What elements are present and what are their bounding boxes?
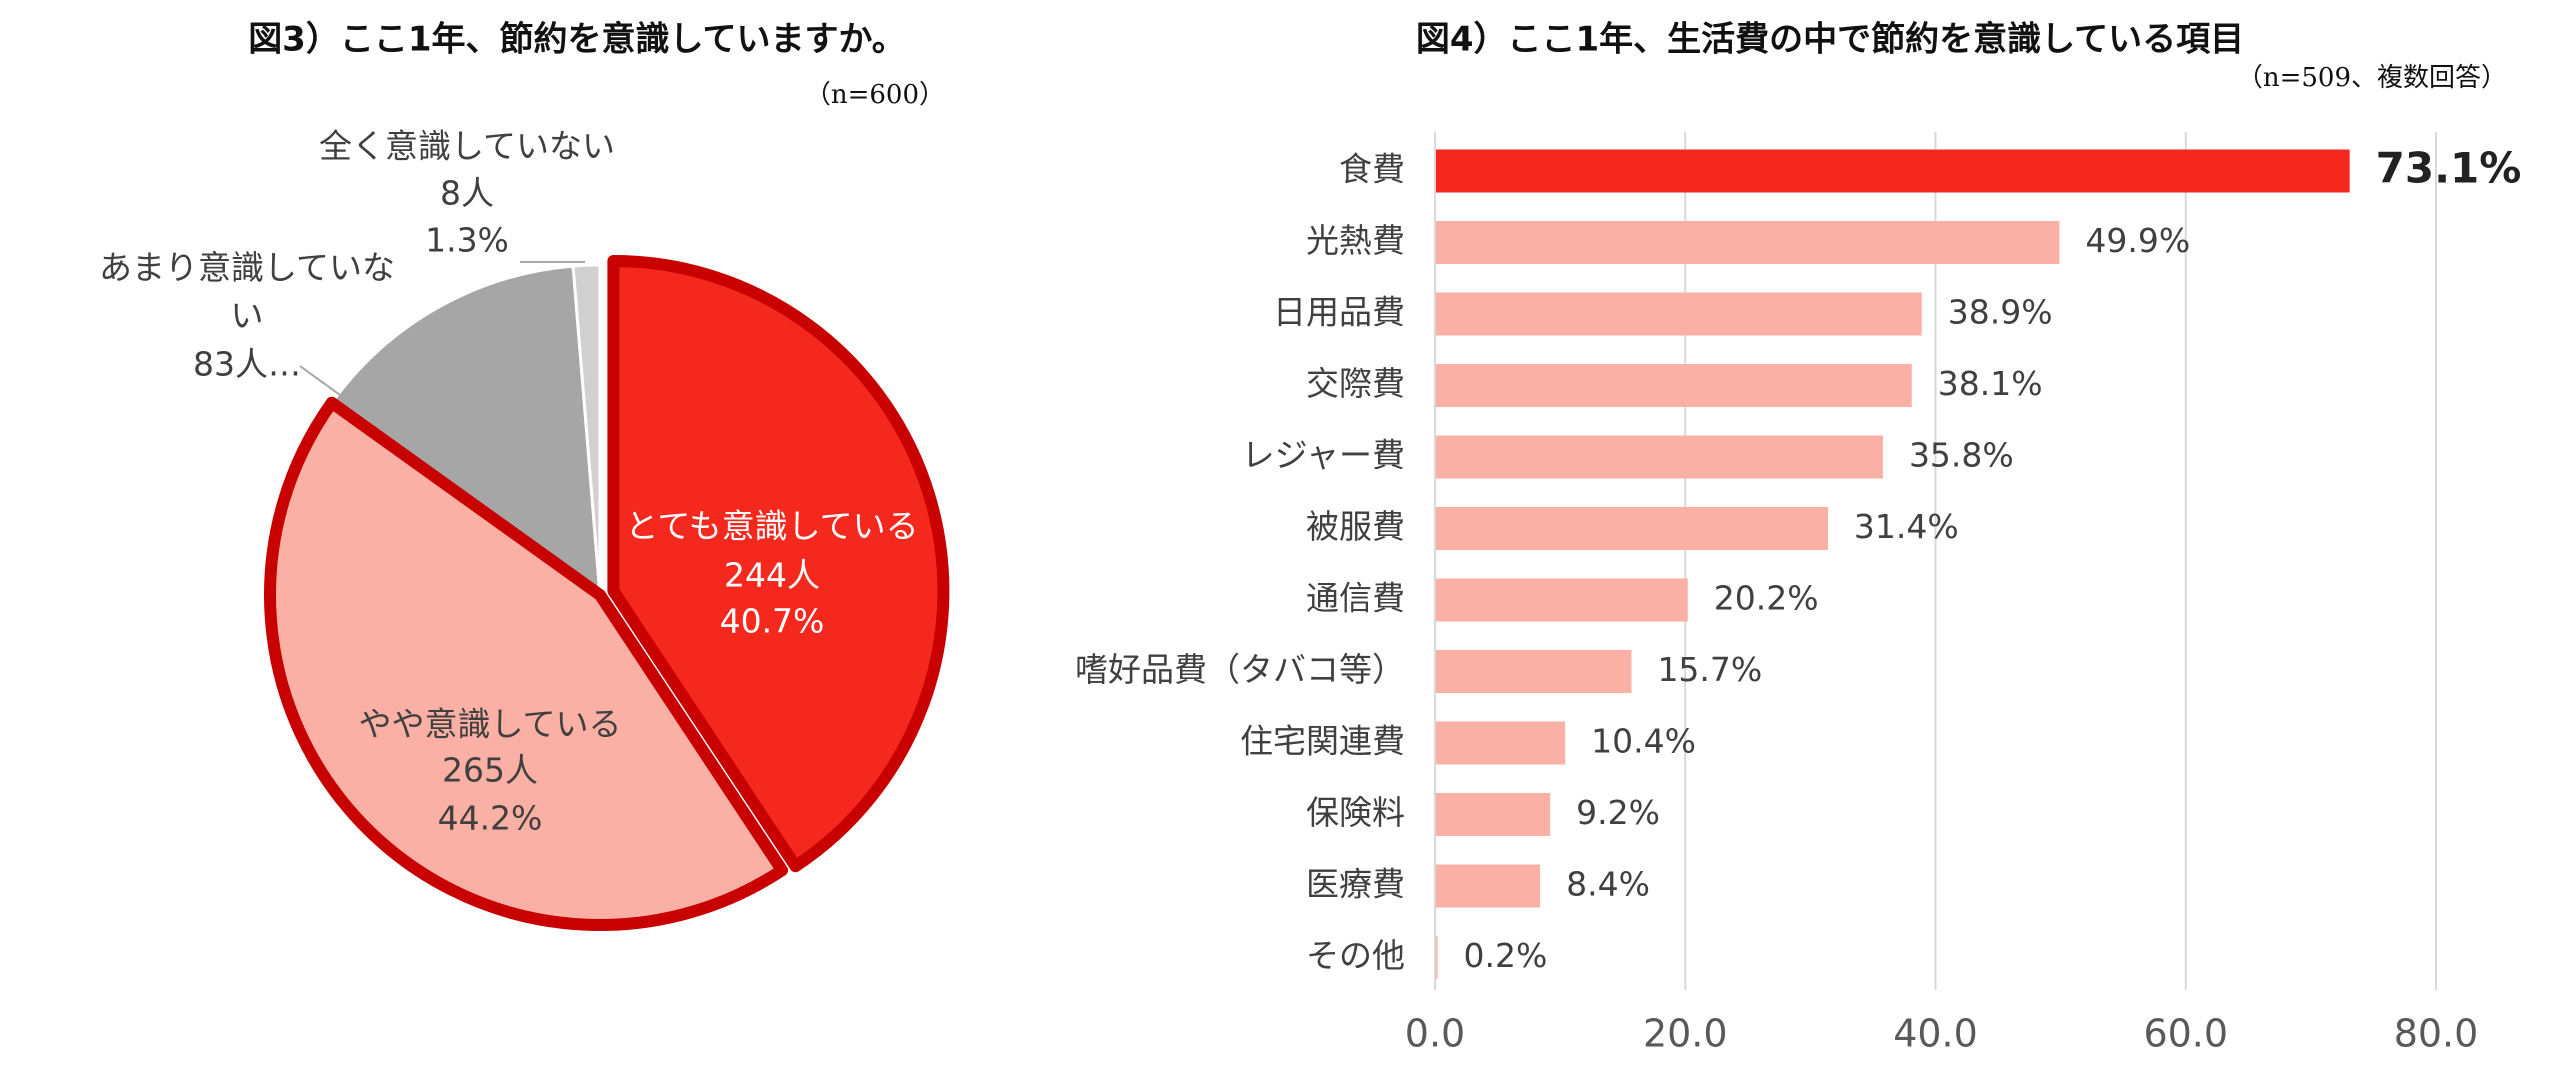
value-label: 73.1% [2376, 144, 2522, 193]
category-line: あまり意識していな [99, 248, 395, 287]
y-tick-label: 食費 [1339, 150, 1405, 189]
y-tick-label: 保険料 [1306, 793, 1405, 832]
bar [1435, 578, 1688, 622]
slice-category: とても意識している [625, 507, 918, 546]
bar [1435, 221, 2060, 264]
pie-slice [330, 264, 602, 597]
bar [1435, 721, 1566, 765]
y-tick-label: 通信費 [1306, 579, 1405, 618]
bar [1435, 864, 1541, 908]
value-label: 8.4% [1566, 865, 1650, 904]
value-label: 35.8% [1909, 436, 2014, 475]
category-line: い [231, 296, 264, 335]
value-label: 38.1% [1938, 364, 2043, 403]
value-label: 49.9% [2085, 221, 2190, 260]
bar [1435, 936, 1438, 979]
bar-subtitle: （n=509、複数回答） [2237, 63, 2507, 93]
slice-value-label: 40.7% [720, 602, 825, 641]
bar [1435, 364, 1912, 407]
slice-count: 8人 [440, 174, 494, 213]
y-tick-label: 交際費 [1306, 364, 1405, 403]
value-label: 20.2% [1714, 579, 1819, 618]
value-label: 9.2% [1576, 793, 1660, 832]
pie-slice [571, 263, 602, 597]
leader-line [299, 365, 346, 401]
slice-category: あまり意識していない [99, 248, 395, 335]
slice-category: やや意識している [358, 705, 621, 744]
y-tick-label: 住宅関連費 [1240, 722, 1405, 761]
pie-title: 図3）ここ1年、節約を意識していますか。 [248, 20, 906, 60]
bar [1435, 292, 1922, 336]
slice-count: 265人 [442, 751, 538, 790]
slice-category: 全く意識していない [319, 127, 615, 166]
pie-slice [264, 396, 789, 931]
slice-value-label: 1.3% [425, 221, 509, 260]
y-tick-label: 日用品費 [1273, 293, 1405, 332]
value-label: 0.2% [1464, 936, 1548, 975]
x-tick-label: 40.0 [1893, 1012, 1978, 1056]
y-tick-label: 被服費 [1306, 507, 1405, 546]
pie-subtitle: （n=600） [805, 80, 945, 110]
value-label: 10.4% [1591, 722, 1696, 761]
x-tick-label: 20.0 [1643, 1012, 1728, 1056]
x-tick-label: 60.0 [2143, 1012, 2228, 1056]
slice-count: 83人… [193, 345, 301, 384]
bar [1435, 507, 1828, 550]
pie-slice [607, 254, 950, 873]
x-tick-label: 80.0 [2394, 1012, 2479, 1056]
x-tick-label: 0.0 [1405, 1012, 1465, 1056]
bar [1435, 149, 2350, 193]
slice-count: 244人 [724, 556, 820, 595]
y-tick-label: 光熱費 [1306, 221, 1405, 260]
y-tick-label: 医療費 [1306, 865, 1405, 904]
y-tick-label: その他 [1306, 936, 1405, 975]
value-label: 38.9% [1948, 293, 2053, 332]
slice-value-label: 44.2% [438, 799, 543, 838]
bar-title: 図4）ここ1年、生活費の中で節約を意識している項目 [1416, 20, 2244, 60]
y-tick-label: 嗜好品費（タバコ等） [1075, 650, 1405, 689]
bar [1435, 650, 1632, 693]
y-tick-label: レジャー費 [1242, 436, 1405, 475]
value-label: 31.4% [1854, 507, 1959, 546]
bar [1435, 435, 1883, 479]
value-label: 15.7% [1657, 650, 1762, 689]
bar [1435, 793, 1551, 836]
